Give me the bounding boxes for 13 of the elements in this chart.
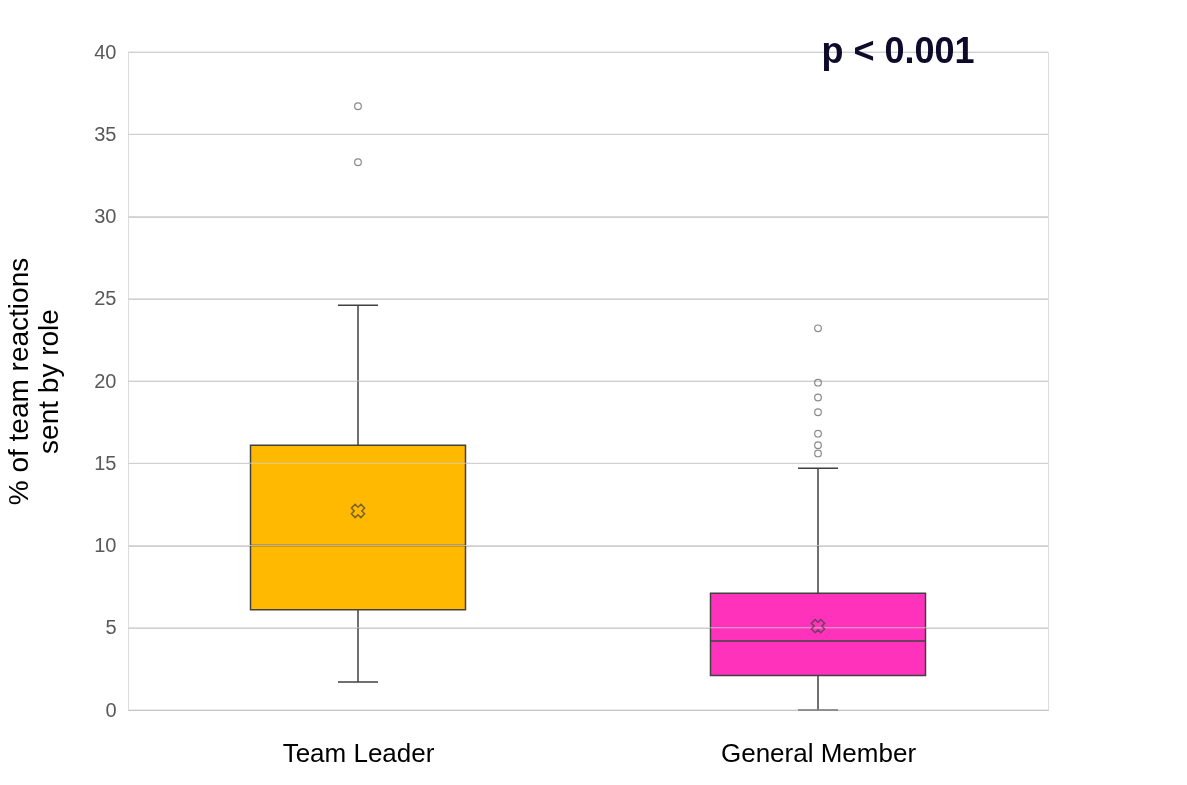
annotation: p < 0.001 bbox=[821, 30, 975, 71]
y-tick-label: 10 bbox=[94, 534, 117, 556]
y-tick-label: 35 bbox=[94, 122, 117, 145]
y-tick-label: 40 bbox=[94, 40, 117, 63]
x-tick-label: Team Leader bbox=[282, 737, 435, 768]
y-tick-label: 25 bbox=[94, 287, 117, 310]
y-tick-label: 15 bbox=[94, 451, 117, 474]
y-tick-label: 20 bbox=[94, 369, 117, 392]
y-tick-label: 5 bbox=[105, 616, 117, 639]
x-tick-label: General Member bbox=[720, 737, 917, 768]
y-tick-label: 0 bbox=[105, 698, 117, 721]
y-axis-title: % of team reactions sent by role bbox=[3, 257, 65, 506]
y-tick-label: 30 bbox=[94, 205, 117, 227]
